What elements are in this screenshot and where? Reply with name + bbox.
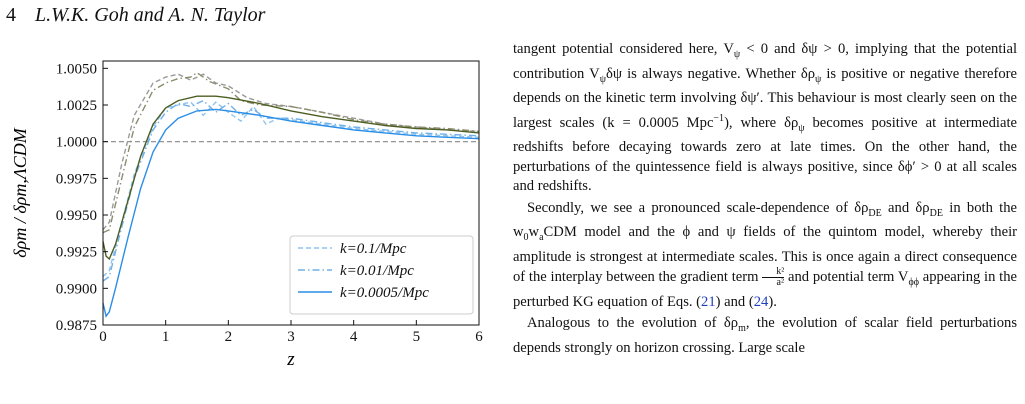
x-tick-label: 3	[287, 329, 295, 345]
legend-box	[289, 235, 474, 315]
legend-label: k=0.0005/Mpc	[340, 285, 429, 301]
x-tick-label: 6	[475, 329, 483, 345]
x-tick-label: 4	[350, 329, 358, 345]
series-line-4	[103, 71, 479, 234]
y-tick-label: 0.9925	[56, 245, 97, 261]
density-ratio-chart: 0 1 2 3 4 5 6 0.9875 0.9900 0.9925 0.9950 0.9975 1.0…	[10, 60, 483, 370]
x-tick-label: 1	[162, 329, 170, 345]
x-tick-label: 5	[413, 329, 421, 345]
paragraph-1: tangent potential considered here, Vψ < …	[513, 41, 1017, 195]
paragraph-3: Analogous to the evolution of δρm, the e…	[513, 315, 1018, 356]
series-line-1	[103, 99, 479, 282]
y-tick-label: 1.0025	[56, 98, 97, 114]
legend-label: k=0.01/Mpc	[340, 263, 414, 279]
legend-label: k=0.1/Mpc	[340, 241, 407, 257]
series-line-2	[103, 108, 479, 318]
y-tick-label: 0.9875	[56, 318, 97, 334]
legend: k=0.1/Mpc k=0.01/Mpc k=0.0005/Mpc	[289, 235, 474, 315]
series-line-3	[103, 95, 479, 261]
eq-ref-24[interactable]: 24	[753, 293, 769, 310]
eq-ref-21[interactable]: 21	[701, 293, 716, 310]
x-tick-label: 2	[225, 329, 233, 345]
y-tick-label: 1.0050	[56, 61, 97, 77]
page-header: 4 L.W.K. Goh and A. N. Taylor	[6, 4, 265, 27]
y-tick-label: 0.9950	[56, 208, 97, 224]
plot-area	[103, 71, 479, 318]
series-line-5	[103, 73, 479, 231]
y-tick-label: 0.9975	[56, 171, 97, 187]
page-number: 4	[6, 4, 16, 26]
x-tick-label: 0	[99, 329, 107, 345]
axes: 0 1 2 3 4 5 6 0.9875 0.9900 0.9925 0.9950 0.9975 1.0…	[10, 60, 483, 370]
x-axis-label: z	[286, 349, 295, 370]
body-text: tangent potential considered here, Vψ < …	[513, 40, 1017, 358]
y-tick-label: 0.9900	[56, 281, 97, 297]
y-axis-label: δρm / δρm,ΛCDM	[10, 127, 30, 257]
y-tick-label: 1.0000	[56, 135, 97, 151]
paragraph-2: Secondly, we see a pronounced scale-depe…	[513, 199, 1018, 310]
series-line-0	[103, 101, 479, 278]
running-authors: L.W.K. Goh and A. N. Taylor	[35, 4, 266, 26]
